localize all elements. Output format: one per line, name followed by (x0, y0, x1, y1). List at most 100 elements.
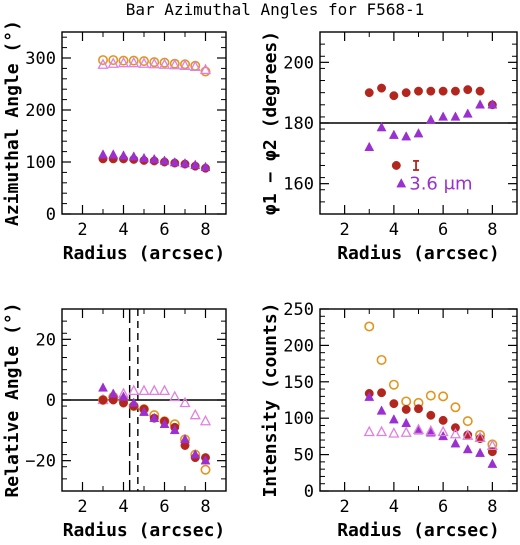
marker-filled-triangle (450, 111, 461, 121)
marker-open-triangle (199, 414, 212, 426)
y-tick-label: 100 (25, 153, 56, 173)
y-tick-label: 200 (25, 101, 56, 121)
marker-filled-circle (391, 161, 401, 170)
marker-filled-circle (389, 91, 399, 101)
marker-open-circle (388, 379, 399, 390)
marker-filled-circle (401, 88, 411, 98)
marker-filled-triangle (413, 128, 424, 138)
chart-title: Bar Azimuthal Angles for F568-1 (126, 0, 425, 19)
x-tick-label: 4 (118, 497, 128, 517)
y-tick-label: 50 (294, 446, 314, 466)
x-axis-label: Radius (arcsec) (63, 243, 226, 264)
x-tick-label: 2 (77, 220, 87, 240)
marker-open-circle (200, 464, 211, 475)
panel-phi-difference: 2 4 6 8 160 180 200 Radius (arcsec) φ1 − φ2 (deg… (260, 31, 518, 264)
marker-filled-triangle (462, 108, 473, 118)
y-tick-label: 300 (25, 49, 56, 69)
marker-open-triangle (107, 57, 119, 68)
marker-filled-triangle (401, 131, 412, 141)
marker-filled-triangle (396, 178, 407, 188)
y-tick-label: 100 (283, 409, 314, 429)
panel-intensity: 2 4 6 8 0 50 100 150 200 250 Radius (arcsec) Intens… (260, 300, 518, 541)
marker-filled-triangle (364, 391, 375, 401)
marker-filled-triangle (128, 397, 139, 407)
marker-filled-triangle (190, 159, 201, 169)
marker-open-circle (118, 55, 129, 66)
marker-filled-triangle (376, 405, 387, 415)
x-axis-label: Radius (arcsec) (63, 520, 226, 541)
marker-filled-triangle (438, 111, 449, 121)
y-tick-label: 250 (283, 300, 314, 320)
marker-filled-triangle (169, 156, 180, 167)
marker-filled-triangle (118, 150, 129, 160)
marker-open-triangle (148, 57, 160, 69)
marker-open-triangle (486, 439, 498, 451)
marker-filled-triangle (450, 438, 461, 448)
x-tick-label: 6 (438, 497, 448, 517)
marker-filled-triangle (462, 443, 473, 454)
marker-open-triangle (189, 60, 201, 71)
marker-filled-circle (389, 399, 399, 409)
y-tick-label: 160 (283, 175, 314, 195)
marker-filled-triangle (180, 433, 190, 444)
marker-open-triangle (189, 408, 201, 420)
marker-open-triangle (388, 427, 400, 438)
marker-open-triangle (128, 56, 140, 68)
marker-filled-triangle (487, 458, 498, 468)
marker-filled-triangle (364, 141, 375, 152)
marker-filled-circle (463, 85, 473, 95)
marker-filled-circle (450, 423, 460, 433)
marker-filled-circle (438, 415, 448, 425)
marker-filled-triangle (401, 417, 412, 428)
marker-filled-circle (414, 86, 423, 96)
marker-filled-triangle (98, 149, 108, 159)
y-tick-label: 150 (283, 373, 314, 393)
marker-filled-triangle (108, 149, 119, 159)
marker-filled-triangle (475, 447, 485, 457)
marker-open-circle (139, 56, 150, 67)
marker-open-circle (438, 391, 449, 402)
plot-frame (319, 308, 518, 492)
marker-filled-triangle (376, 122, 387, 132)
marker-open-triangle (158, 384, 171, 396)
marker-filled-circle (98, 395, 108, 405)
marker-open-triangle (449, 427, 462, 439)
marker-filled-circle (426, 410, 436, 420)
marker-filled-triangle (128, 151, 139, 161)
marker-open-triangle (138, 384, 150, 396)
marker-filled-circle (377, 83, 387, 93)
y-axis-label: Intensity (counts) (260, 302, 281, 497)
marker-filled-triangle (388, 414, 399, 424)
x-axis-label: Radius (arcsec) (337, 243, 500, 264)
marker-open-triangle (375, 425, 388, 437)
y-axis-label: φ1 − φ2 (degrees) (260, 31, 281, 215)
y-tick-label: 200 (283, 336, 314, 356)
marker-open-circle (401, 396, 412, 407)
y-tick-label: 0 (46, 391, 56, 411)
x-tick-label: 4 (389, 220, 399, 240)
marker-open-circle (98, 55, 109, 66)
marker-filled-triangle (169, 424, 180, 435)
marker-open-triangle (179, 59, 191, 70)
marker-filled-triangle (159, 155, 170, 165)
y-tick-label: 20 (36, 330, 56, 350)
marker-open-circle (128, 55, 139, 66)
marker-open-triangle (97, 58, 109, 69)
marker-filled-triangle (388, 129, 399, 139)
marker-open-triangle (199, 63, 212, 75)
marker-open-triangle (363, 425, 375, 437)
marker-filled-triangle (98, 382, 108, 392)
x-tick-label: 6 (159, 497, 169, 517)
wavelength-annotation: 3.6 μm (409, 174, 472, 195)
marker-open-circle (376, 354, 387, 365)
marker-filled-triangle (487, 99, 498, 109)
marker-open-circle (462, 416, 473, 427)
marker-open-triangle (158, 58, 171, 69)
x-tick-label: 8 (487, 497, 497, 517)
marker-filled-circle (401, 405, 411, 414)
marker-filled-circle (377, 388, 387, 398)
marker-filled-triangle (425, 114, 436, 124)
marker-open-triangle (138, 57, 150, 68)
marker-filled-triangle (139, 406, 149, 416)
marker-open-triangle (462, 429, 474, 440)
